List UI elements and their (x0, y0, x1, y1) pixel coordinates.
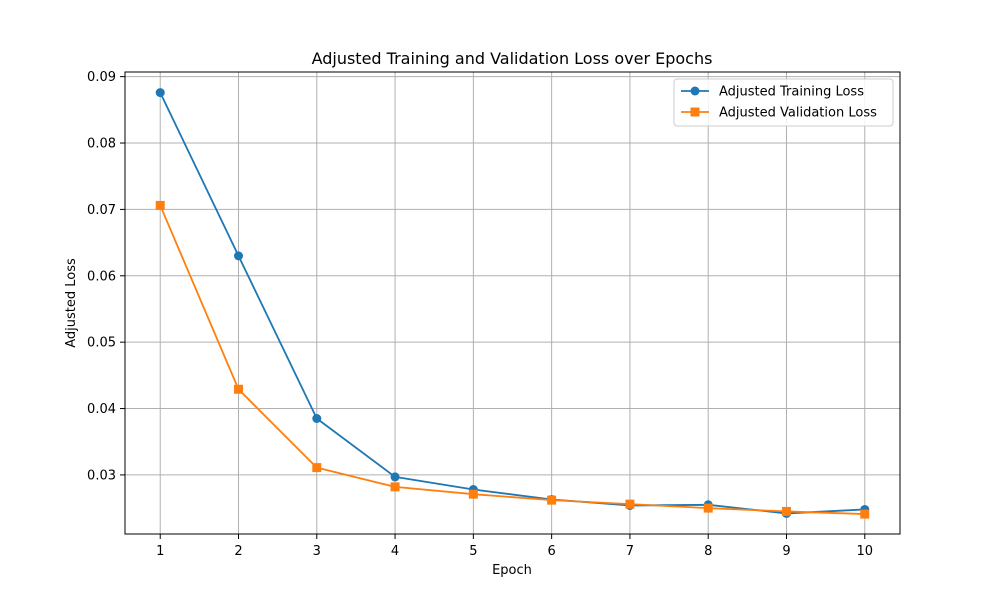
data-point (703, 503, 713, 513)
x-tick-label: 4 (391, 544, 399, 559)
y-tick-label: 0.04 (87, 402, 116, 417)
y-tick-label: 0.08 (87, 137, 116, 152)
y-tick-label: 0.07 (87, 203, 116, 218)
data-point (390, 482, 400, 492)
x-tick-label: 6 (548, 544, 556, 559)
data-point (234, 384, 244, 394)
data-point (860, 509, 870, 519)
x-tick-label: 9 (782, 544, 790, 559)
data-point (155, 200, 165, 210)
plot-frame (124, 71, 901, 535)
y-tick-label: 0.09 (87, 70, 116, 85)
chart-title: Adjusted Training and Validation Loss ov… (312, 49, 713, 68)
data-point (625, 499, 635, 509)
series-line (159, 205, 865, 515)
x-tick-label: 3 (313, 544, 321, 559)
y-axis-label: Adjusted Loss (64, 258, 79, 348)
data-point (234, 251, 244, 261)
series-layer (155, 88, 870, 519)
x-tick-label: 7 (626, 544, 634, 559)
data-point (155, 88, 165, 98)
data-point (468, 489, 478, 499)
x-tick-label: 10 (856, 544, 873, 559)
series-2 (155, 200, 870, 519)
x-axis-ticks: 1 2 3 4 5 6 7 8 9 10 (156, 534, 873, 559)
y-tick-label: 0.06 (87, 269, 116, 284)
y-axis-ticks: 0.03 0.04 0.05 0.06 0.07 0.08 0.09 (87, 70, 125, 483)
legend-item: Adjusted Validation Loss (681, 106, 877, 121)
data-point (312, 463, 322, 473)
legend-label: Adjusted Training Loss (719, 85, 864, 100)
legend-marker (690, 86, 700, 96)
grid (125, 72, 900, 534)
data-point (390, 472, 400, 482)
y-tick-label: 0.05 (87, 336, 116, 351)
x-axis-label: Epoch (492, 563, 532, 578)
legend-marker (690, 107, 700, 117)
x-tick-label: 8 (704, 544, 712, 559)
data-point (547, 495, 557, 505)
x-tick-label: 1 (156, 544, 164, 559)
data-point (312, 414, 322, 423)
data-point (781, 506, 791, 516)
y-tick-label: 0.03 (87, 468, 116, 483)
legend-label: Adjusted Validation Loss (719, 106, 877, 121)
legend-items: Adjusted Training Loss Adjusted Validatio… (681, 85, 877, 121)
legend-box (673, 78, 894, 127)
legend-item: Adjusted Training Loss (681, 85, 864, 100)
x-tick-label: 5 (469, 544, 477, 559)
legend: Adjusted Training Loss Adjusted Validatio… (673, 78, 894, 127)
x-tick-label: 2 (234, 544, 242, 559)
